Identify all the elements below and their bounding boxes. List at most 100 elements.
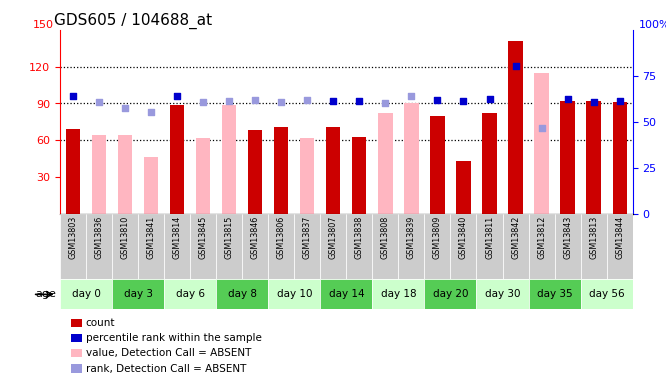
Bar (352, 136, 366, 214)
Bar (424, 214, 450, 279)
Bar (613, 102, 627, 214)
Bar (71, 319, 82, 327)
Text: GSM13806: GSM13806 (277, 216, 286, 259)
Bar (222, 105, 236, 214)
Text: GSM13841: GSM13841 (147, 216, 156, 259)
Bar (326, 127, 340, 214)
Bar (503, 214, 529, 279)
Bar (581, 214, 607, 279)
Bar (424, 279, 476, 309)
Point (562, 96, 573, 102)
Point (536, 125, 547, 131)
Bar (112, 214, 138, 279)
Text: count: count (86, 318, 115, 328)
Point (94, 99, 105, 105)
Bar (144, 158, 159, 214)
Bar (378, 113, 392, 214)
Point (432, 97, 443, 103)
Bar (268, 279, 320, 309)
Point (510, 63, 521, 69)
Bar (71, 334, 82, 342)
Bar (164, 214, 190, 279)
Bar (216, 279, 268, 309)
Text: GSM13812: GSM13812 (537, 216, 546, 259)
Bar (274, 127, 288, 214)
Bar (164, 279, 216, 309)
Bar (587, 101, 601, 214)
Bar (118, 135, 132, 214)
Text: GSM13839: GSM13839 (407, 216, 416, 259)
Bar (66, 129, 80, 214)
Text: GSM13846: GSM13846 (250, 216, 260, 259)
Text: GSM13813: GSM13813 (589, 216, 598, 259)
Point (406, 93, 417, 99)
Bar (300, 138, 314, 214)
Text: day 0: day 0 (71, 290, 101, 299)
Text: GSM13840: GSM13840 (459, 216, 468, 259)
Bar (294, 214, 320, 279)
Text: GSM13843: GSM13843 (563, 216, 572, 259)
Bar (529, 214, 555, 279)
Bar (60, 279, 112, 309)
Text: day 18: day 18 (380, 290, 416, 299)
Bar (372, 214, 398, 279)
Text: day 3: day 3 (124, 290, 153, 299)
Point (614, 98, 625, 104)
Text: GSM13809: GSM13809 (433, 216, 442, 259)
Bar (170, 105, 184, 214)
Bar (581, 279, 633, 309)
Point (224, 98, 234, 104)
Text: day 6: day 6 (176, 290, 204, 299)
Bar (71, 349, 82, 357)
Bar (242, 214, 268, 279)
Bar (92, 135, 106, 214)
Bar (196, 138, 210, 214)
Point (120, 105, 131, 111)
Bar (534, 73, 549, 214)
Point (588, 99, 599, 105)
Text: day 20: day 20 (433, 290, 468, 299)
Text: GSM13814: GSM13814 (172, 216, 182, 259)
Point (172, 93, 182, 99)
Bar (561, 101, 575, 214)
Text: GSM13838: GSM13838 (355, 216, 364, 259)
Bar (216, 214, 242, 279)
Bar (607, 214, 633, 279)
Text: day 8: day 8 (228, 290, 256, 299)
Text: GSM13842: GSM13842 (511, 216, 520, 259)
Point (276, 99, 286, 105)
Bar (60, 214, 86, 279)
Text: rank, Detection Call = ABSENT: rank, Detection Call = ABSENT (86, 364, 246, 374)
Text: day 30: day 30 (485, 290, 520, 299)
Text: value, Detection Call = ABSENT: value, Detection Call = ABSENT (86, 348, 251, 358)
Bar (430, 116, 445, 214)
Text: day 56: day 56 (589, 290, 625, 299)
Bar (476, 214, 503, 279)
Bar (320, 279, 372, 309)
Bar (268, 214, 294, 279)
Bar (138, 214, 164, 279)
Point (380, 100, 391, 106)
Text: GSM13844: GSM13844 (615, 216, 624, 259)
Bar (555, 214, 581, 279)
Bar (456, 161, 471, 214)
Text: day 10: day 10 (276, 290, 312, 299)
Text: GSM13836: GSM13836 (95, 216, 103, 259)
Text: GSM13837: GSM13837 (303, 216, 312, 259)
Point (250, 97, 260, 103)
Bar (71, 364, 82, 373)
Text: 150: 150 (33, 20, 54, 30)
Text: GDS605 / 104688_at: GDS605 / 104688_at (54, 12, 212, 28)
Bar (450, 214, 476, 279)
Point (146, 109, 157, 115)
Bar (508, 41, 523, 214)
Bar (372, 279, 424, 309)
Bar (320, 214, 346, 279)
Text: GSM13810: GSM13810 (121, 216, 129, 259)
Text: GSM13815: GSM13815 (224, 216, 234, 259)
Bar (190, 214, 216, 279)
Point (302, 97, 312, 103)
Point (198, 99, 208, 105)
Bar (482, 113, 497, 214)
Bar (346, 214, 372, 279)
